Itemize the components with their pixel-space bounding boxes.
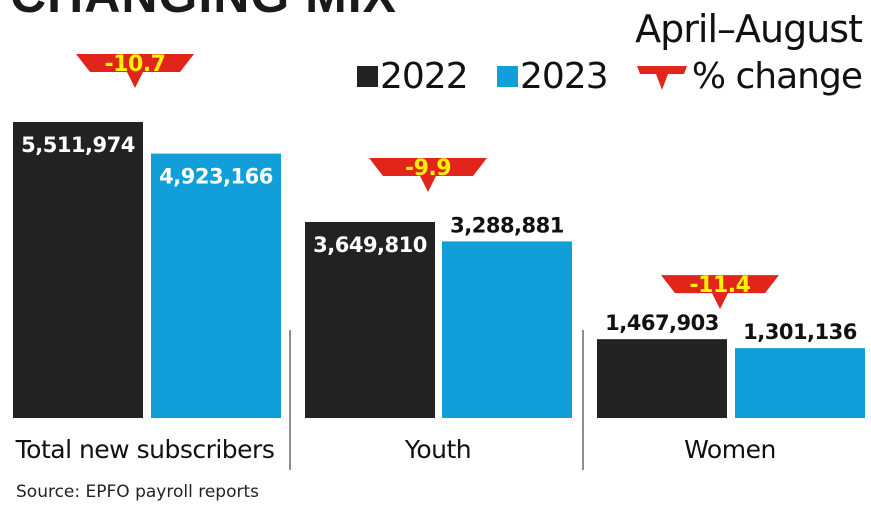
legend-change-arrow-icon — [637, 66, 687, 90]
chart-title: CHANGING MIX — [10, 0, 397, 20]
pct-change-arrow-icon-1 — [76, 54, 194, 88]
bar-2023-3 — [735, 348, 865, 418]
pct-change-arrow-icon-3 — [661, 275, 779, 310]
category-label-2: Youth — [404, 435, 471, 464]
pct-change-label-3: -11.4 — [690, 273, 751, 298]
bar-2023-1 — [151, 153, 281, 418]
legend-label-2023: 2023 — [520, 56, 608, 97]
bar-2023-2 — [442, 241, 572, 418]
bar-2022-1 — [13, 122, 143, 418]
legend-label-2022: 2022 — [380, 56, 468, 97]
value-label-2022-3: 1,467,903 — [605, 311, 719, 335]
pct-change-label-2: -9.9 — [405, 156, 451, 181]
bar-2022-2 — [305, 222, 435, 418]
value-label-2023-2: 3,288,881 — [450, 213, 564, 237]
bar-2022-3 — [597, 339, 727, 418]
chart-subtitle: April–August — [635, 7, 862, 51]
pct-change-arrow-icon-2 — [369, 158, 487, 193]
source-note: Source: EPFO payroll reports — [16, 482, 259, 502]
value-label-2023-1: 4,923,166 — [159, 165, 273, 189]
value-label-2022-1: 5,511,974 — [21, 133, 135, 157]
value-label-2023-3: 1,301,136 — [743, 320, 857, 344]
legend-swatch-2022 — [357, 66, 378, 87]
legend-swatch-2023 — [497, 66, 518, 87]
legend-label-change: % change — [692, 56, 862, 97]
category-label-1: Total new subscribers — [15, 435, 275, 464]
value-label-2022-2: 3,649,810 — [313, 233, 427, 257]
category-label-3: Women — [684, 435, 776, 464]
pct-change-label-1: -10.7 — [105, 52, 166, 77]
